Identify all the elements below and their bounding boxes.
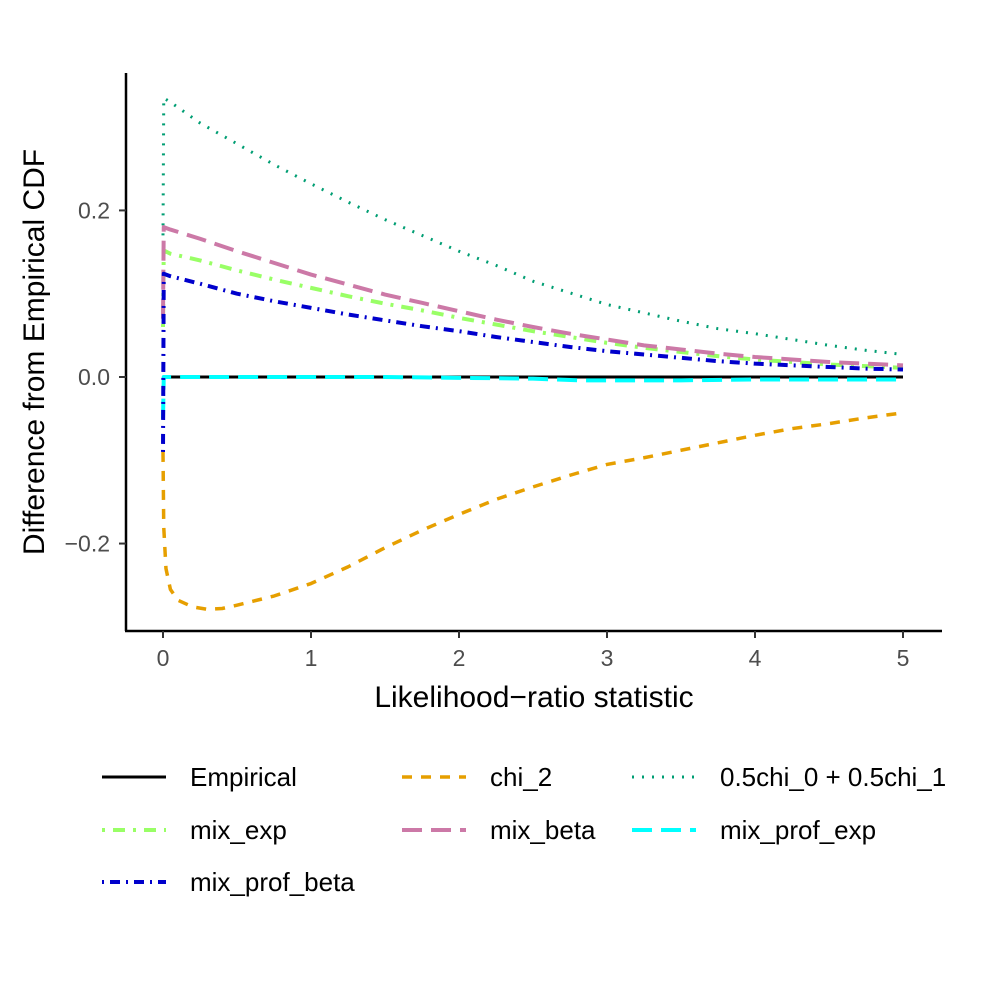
x-tick-label: 5 [897,645,910,671]
series-line-0-5chi-0-0-5chi-1 [161,96,904,356]
legend: Empirical chi_2 0.5chi_0 + 0.5chi_1 mix_exp… [102,762,946,897]
x-tick-label: 2 [453,645,466,671]
legend-label-mix-beta: mix_beta [490,815,596,845]
y-tick-label: −0.2 [65,531,110,557]
tick-layer: 0 1 2 3 4 5 −0.2 0.0 0.2 [65,197,910,671]
legend-label-chi-2: chi_2 [490,762,552,792]
legend-label-mix-prof-beta: mix_prof_beta [190,867,355,897]
series-line-chi-2 [161,411,904,612]
x-tick-label: 4 [749,645,762,671]
legend-label-0-5chi-0-0-5chi-1: 0.5chi_0 + 0.5chi_1 [720,762,946,792]
legend-label-empirical: Empirical [190,762,297,792]
x-tick-label: 3 [601,645,614,671]
series-line-mix-prof-exp [161,374,903,419]
y-axis-title: Difference from Empirical CDF [18,149,51,555]
legend-label-mix-prof-exp: mix_prof_exp [720,815,876,845]
x-tick-label: 1 [305,645,318,671]
series-line-mix-beta [161,225,904,368]
x-axis-title: Likelihood−ratio statistic [374,681,693,714]
series-layer [161,96,904,612]
y-tick-label: 0.0 [78,364,110,390]
x-tick-label: 0 [157,645,170,671]
series-line-mix-exp [161,248,904,370]
series-line-mix-prof-beta [161,271,904,452]
y-tick-label: 0.2 [78,197,110,223]
legend-label-mix-exp: mix_exp [190,815,287,845]
